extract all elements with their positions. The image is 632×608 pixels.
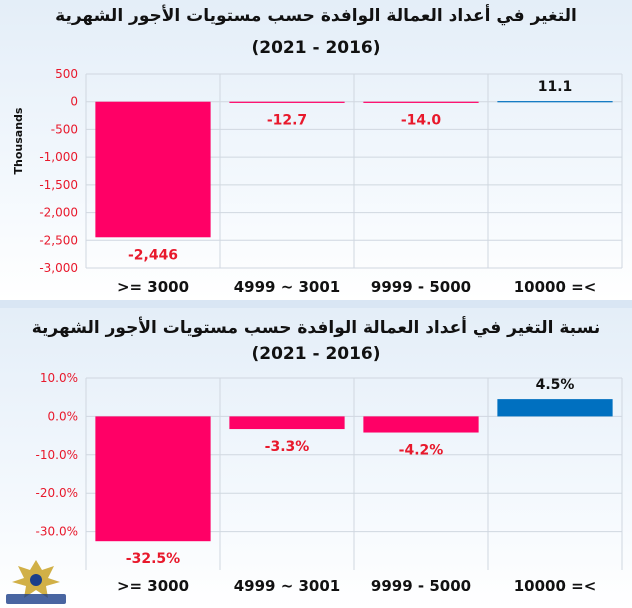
chart-title-line1: التغير في أعداد العمالة الوافدة حسب مستو… (55, 6, 577, 26)
y-tick-label: -20.0% (36, 486, 78, 500)
data-label: 4.5% (536, 377, 575, 393)
chart-panel-percent: نسبة التغير في أعداد العمالة الوافدة حسب… (0, 308, 632, 608)
y-tick-label: -1,000 (39, 150, 78, 164)
bar (229, 416, 345, 430)
bar (497, 399, 613, 417)
y-tick-label: 500 (55, 67, 78, 81)
x-category-label: 9999 - 5000 (371, 278, 471, 296)
chart-title-line2: (2021 - 2016) (251, 38, 381, 58)
bar (95, 416, 211, 542)
bar (363, 416, 479, 433)
x-category-label: >= 3000 (117, 278, 189, 296)
x-category-label: 10000 =< (514, 278, 597, 296)
data-label: -4.2% (399, 443, 444, 459)
bar (229, 101, 345, 103)
y-tick-label: -30.0% (36, 525, 78, 539)
y-tick-label: -500 (51, 122, 78, 136)
bar (497, 101, 613, 103)
y-tick-label: -10.0% (36, 448, 78, 462)
y-tick-label: 10.0% (40, 371, 78, 385)
y-tick-label: -1,500 (39, 178, 78, 192)
data-label: -3.3% (265, 439, 310, 455)
x-category-label: 9999 - 5000 (371, 577, 471, 595)
y-tick-label: 0 (70, 95, 78, 109)
data-label: -32.5% (126, 551, 180, 567)
data-label: -14.0 (401, 112, 442, 128)
chart-panel-absolute: التغير في أعداد العمالة الوافدة حسب مستو… (0, 0, 632, 300)
watermark-logo-icon (6, 560, 66, 604)
x-category-label: 10000 =< (514, 577, 597, 595)
data-label: -2,446 (128, 247, 178, 263)
y-tick-label: 0.0% (48, 409, 79, 423)
x-category-label: 4999 ~ 3001 (234, 278, 341, 296)
y-axis-title: Thousands (12, 107, 25, 174)
chart-title-line1: نسبة التغير في أعداد العمالة الوافدة حسب… (31, 318, 601, 338)
data-label: -12.7 (267, 112, 307, 128)
y-tick-label: -2,000 (39, 206, 78, 220)
x-category-label: 4999 ~ 3001 (234, 577, 341, 595)
bar (95, 101, 211, 238)
x-category-label: >= 3000 (117, 577, 189, 595)
y-tick-label: -2,500 (39, 233, 78, 247)
percent-change-chart: 10.0% 0.0% -10.0% -20.0% -30.0% -32.5% -3.3% -4… (36, 371, 623, 595)
y-tick-label: -3,000 (39, 261, 78, 275)
absolute-change-chart: 500 0 -500 -1,000 -1,500 -2,000 -2,500 -3,000 Th… (12, 67, 623, 296)
bar (363, 101, 479, 103)
data-label: 11.1 (538, 79, 573, 95)
chart-title-line2: (2021 - 2016) (251, 344, 381, 364)
